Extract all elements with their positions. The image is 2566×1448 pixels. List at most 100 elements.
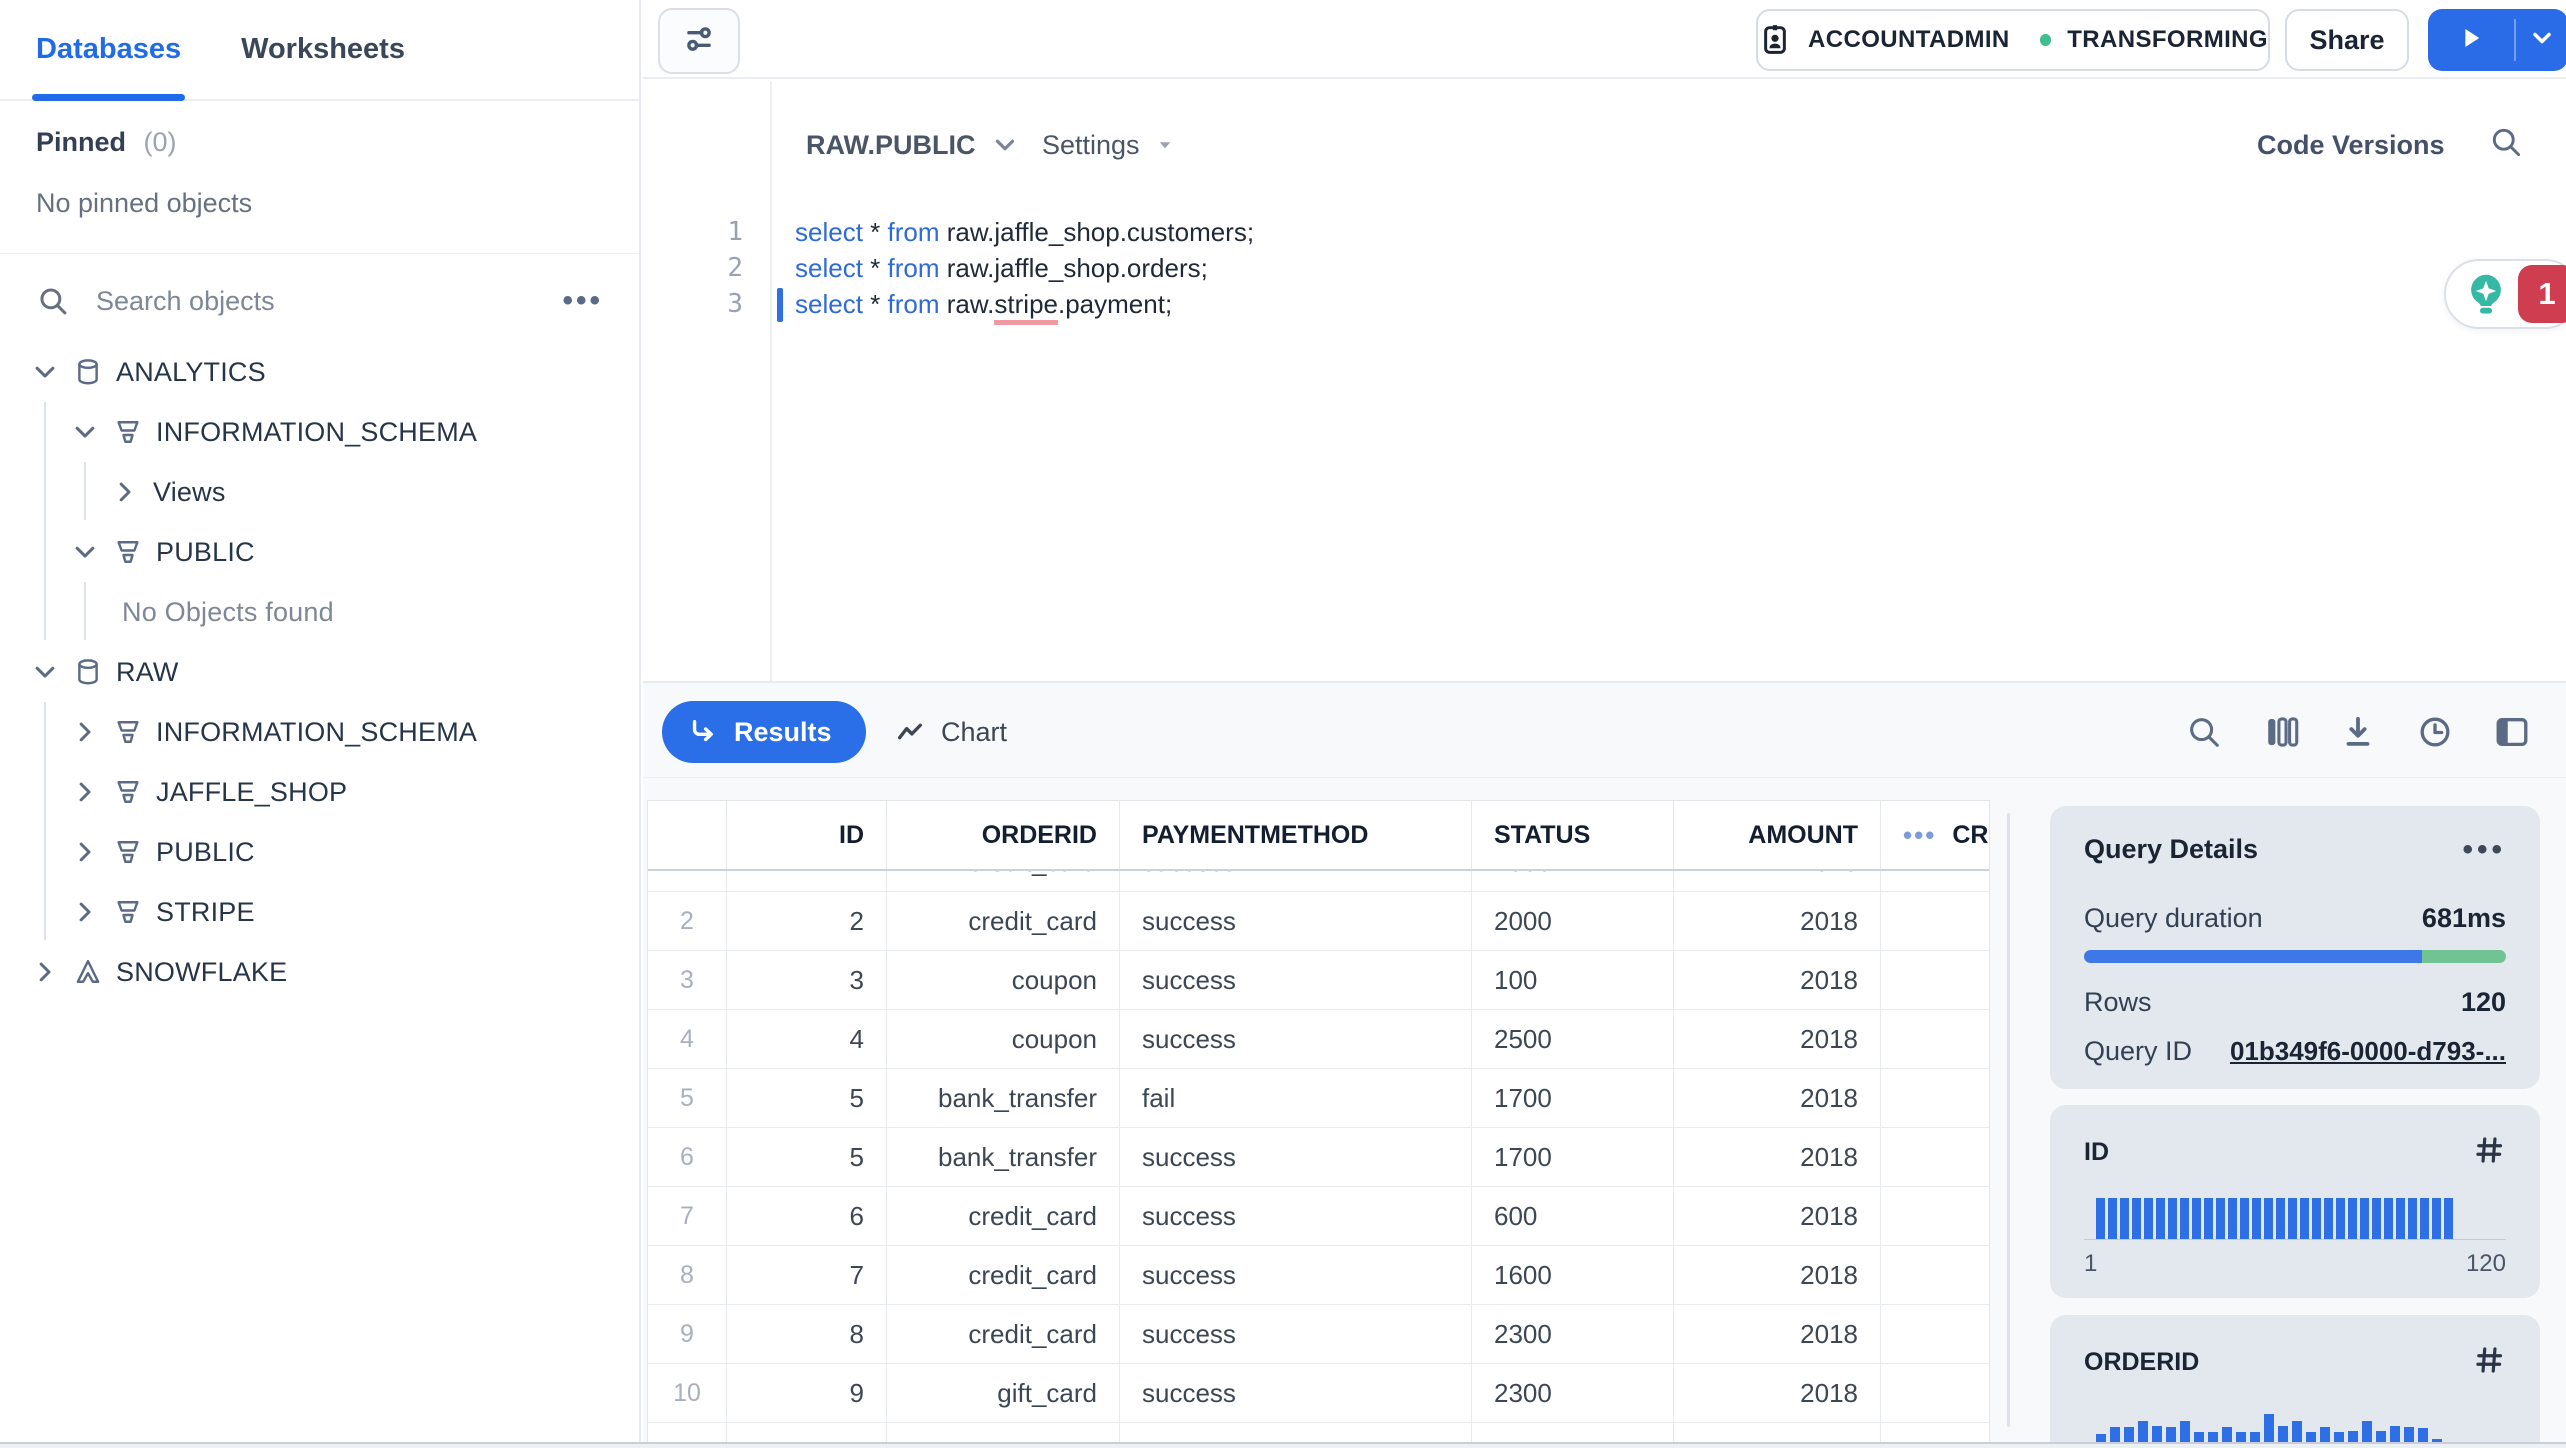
cell-status[interactable]: 2300: [1472, 1364, 1674, 1422]
column-header-orderid[interactable]: ORDERID: [887, 801, 1120, 869]
cell-amount[interactable]: 2018: [1674, 1010, 1881, 1068]
cell-paymentmethod[interactable]: success: [1120, 1364, 1472, 1422]
column-header-created[interactable]: ••• CREATED: [1881, 801, 1989, 869]
cell-amount[interactable]: 2018: [1674, 951, 1881, 1009]
code-versions-button[interactable]: Code Versions: [2257, 117, 2445, 173]
cell-id[interactable]: 8: [727, 1305, 887, 1363]
cell-status[interactable]: 1700: [1472, 1069, 1674, 1127]
tab-chart[interactable]: Chart: [895, 701, 1007, 763]
search-input[interactable]: Search objects: [96, 285, 275, 316]
cell-status[interactable]: 600: [1472, 1187, 1674, 1245]
tree-item-information-schema[interactable]: INFORMATION_SCHEMA: [0, 402, 639, 462]
query-id-link[interactable]: 01b349f6-0000-d793-...: [2229, 1036, 2506, 1066]
cell-id[interactable]: 2: [727, 892, 887, 950]
table-row-8[interactable]: 8 7 credit_card success 1600 2018: [648, 1246, 1989, 1305]
cell-status[interactable]: 2300: [1472, 1305, 1674, 1363]
chevron-right-icon[interactable]: [30, 957, 60, 987]
context-selector-button[interactable]: ACCOUNTADMIN TRANSFORMING: [1756, 9, 2270, 71]
tree-item-information-schema[interactable]: INFORMATION_SCHEMA: [0, 702, 639, 762]
cell-id[interactable]: 3: [727, 951, 887, 1009]
code-line-3[interactable]: select * from raw.stripe.payment;: [795, 286, 1172, 325]
cell-id[interactable]: 5: [727, 1069, 887, 1127]
run-options-button[interactable]: [2516, 9, 2566, 71]
cell-status[interactable]: 2500: [1472, 1010, 1674, 1068]
table-row-1[interactable]: 11credit_cardsuccess10002018: [648, 871, 1989, 892]
cell-amount[interactable]: 2018: [1674, 1128, 1881, 1186]
cell-amount[interactable]: 2018: [1674, 1305, 1881, 1363]
cell-status[interactable]: 2000: [1472, 892, 1674, 950]
cell-orderid[interactable]: coupon: [887, 951, 1120, 1009]
sql-editor[interactable]: RAW.PUBLIC Settings Code Versions 1 selec…: [643, 81, 2566, 681]
table-row-5[interactable]: 5 5 bank_transfer fail 1700 2018: [648, 1069, 1989, 1128]
cell-orderid[interactable]: credit_card: [887, 892, 1120, 950]
chevron-down-icon[interactable]: [70, 417, 100, 447]
query-details-menu-icon[interactable]: •••: [2462, 832, 2506, 866]
tab-worksheets[interactable]: Worksheets: [241, 33, 405, 65]
cell-paymentmethod[interactable]: success: [1120, 951, 1472, 1009]
cell-paymentmethod[interactable]: success: [1120, 1246, 1472, 1304]
chevron-right-icon[interactable]: [70, 717, 100, 747]
chevron-right-icon[interactable]: [70, 897, 100, 927]
cell-paymentmethod[interactable]: success: [1120, 871, 1472, 891]
tree-item-stripe[interactable]: STRIPE: [0, 882, 639, 942]
tab-results[interactable]: Results: [662, 701, 866, 763]
cell-amount[interactable]: 2018: [1674, 1069, 1881, 1127]
table-row-4[interactable]: 4 4 coupon success 2500 2018: [648, 1010, 1989, 1069]
cell-orderid[interactable]: bank_transfer: [887, 1069, 1120, 1127]
table-row-6[interactable]: 6 5 bank_transfer success 1700 2018: [648, 1128, 1989, 1187]
cell-paymentmethod[interactable]: success: [1120, 1128, 1472, 1186]
cell-orderid[interactable]: credit_card: [887, 1305, 1120, 1363]
column-header-id[interactable]: ID: [727, 801, 887, 869]
code-line-1[interactable]: select * from raw.jaffle_shop.customers;: [795, 214, 1254, 251]
chevron-down-icon[interactable]: [30, 657, 60, 687]
cell-orderid[interactable]: gift_card: [887, 1364, 1120, 1422]
table-row-9[interactable]: 9 8 credit_card success 2300 2018: [648, 1305, 1989, 1364]
cell-status[interactable]: 1600: [1472, 1246, 1674, 1304]
cell-id[interactable]: 7: [727, 1246, 887, 1304]
cell-amount[interactable]: 2018: [1674, 892, 1881, 950]
run-button[interactable]: [2428, 9, 2514, 71]
table-row-7[interactable]: 7 6 credit_card success 600 2018: [648, 1187, 1989, 1246]
settings-dropdown[interactable]: Settings: [1042, 117, 1176, 173]
orderid-histogram[interactable]: [2084, 1414, 2506, 1448]
code-line-2[interactable]: select * from raw.jaffle_shop.orders;: [795, 250, 1208, 287]
tree-item-analytics[interactable]: ANALYTICS: [0, 342, 639, 402]
filters-button[interactable]: [658, 8, 740, 74]
cell-id[interactable]: 9: [727, 1364, 887, 1422]
table-row-10[interactable]: 10 9 gift_card success 2300 2018: [648, 1364, 1989, 1423]
cell-status[interactable]: 1000: [1472, 871, 1674, 891]
tree-item-jaffle-shop[interactable]: JAFFLE_SHOP: [0, 762, 639, 822]
cell-orderid[interactable]: credit_card: [887, 871, 1120, 891]
cell-status[interactable]: 100: [1472, 951, 1674, 1009]
cell-amount[interactable]: 2018: [1674, 1364, 1881, 1422]
results-search-icon[interactable]: [2185, 713, 2223, 751]
download-icon[interactable]: [2339, 713, 2377, 751]
tree-item-public[interactable]: PUBLIC: [0, 522, 639, 582]
sidebar-more-icon[interactable]: •••: [562, 284, 603, 317]
editor-context-dropdown[interactable]: RAW.PUBLIC: [806, 117, 1020, 173]
column-header-amount[interactable]: AMOUNT: [1674, 801, 1881, 869]
share-button[interactable]: Share: [2285, 9, 2409, 71]
column-header-status[interactable]: STATUS: [1472, 801, 1674, 869]
column-header-paymentmethod[interactable]: PAYMENTMETHOD: [1120, 801, 1472, 869]
cell-orderid[interactable]: coupon: [887, 1010, 1120, 1068]
cell-paymentmethod[interactable]: success: [1120, 1187, 1472, 1245]
cell-amount[interactable]: 2018: [1674, 1246, 1881, 1304]
cell-id[interactable]: 5: [727, 1128, 887, 1186]
chevron-right-icon[interactable]: [70, 837, 100, 867]
chevron-down-icon[interactable]: [70, 537, 100, 567]
cell-status[interactable]: 1700: [1472, 1128, 1674, 1186]
tree-item-public[interactable]: PUBLIC: [0, 822, 639, 882]
cell-amount[interactable]: 2018: [1674, 871, 1881, 891]
split-panel-icon[interactable]: [2493, 713, 2531, 751]
history-icon[interactable]: [2416, 713, 2454, 751]
tree-item-snowflake[interactable]: SNOWFLAKE: [0, 942, 639, 1002]
column-menu-icon[interactable]: •••: [1903, 819, 1937, 850]
chevron-right-icon[interactable]: [70, 777, 100, 807]
cell-id[interactable]: 1: [727, 871, 887, 891]
cell-orderid[interactable]: credit_card: [887, 1187, 1120, 1245]
tree-item-views[interactable]: Views: [0, 462, 639, 522]
chevron-right-icon[interactable]: [110, 477, 140, 507]
cell-amount[interactable]: 2018: [1674, 1187, 1881, 1245]
results-scrollbar[interactable]: [2007, 813, 2010, 1427]
